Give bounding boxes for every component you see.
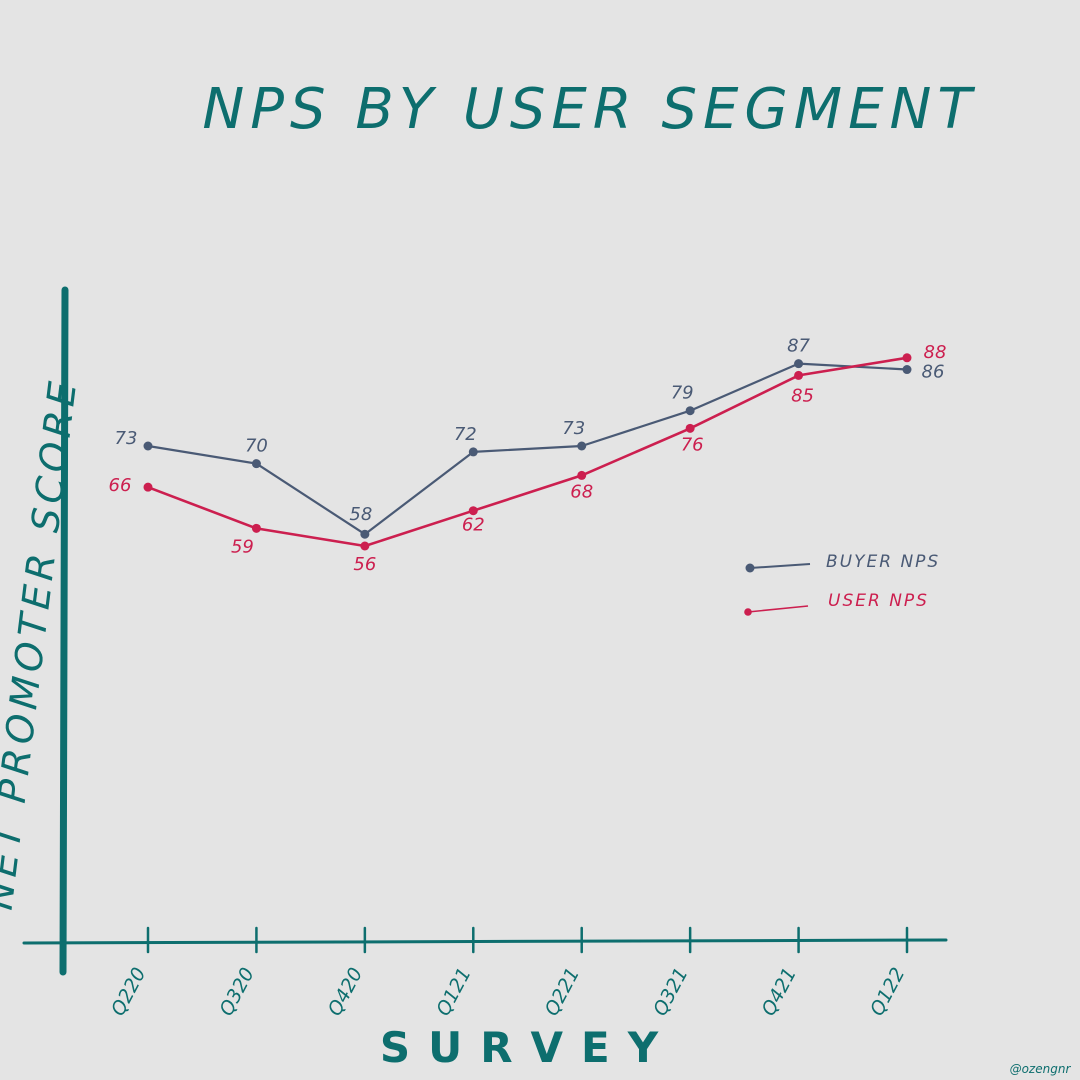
data-label-user: 68 bbox=[570, 481, 593, 502]
data-label-user: 59 bbox=[231, 536, 254, 557]
x-tick-label: Q420 bbox=[324, 964, 367, 1020]
data-label-buyer: 72 bbox=[454, 424, 477, 445]
data-point-user bbox=[468, 506, 478, 516]
x-tick-label: Q220 bbox=[107, 964, 150, 1020]
data-point-user bbox=[251, 523, 261, 533]
data-point-user bbox=[360, 541, 370, 551]
data-point-buyer bbox=[251, 459, 261, 469]
data-point-buyer bbox=[143, 441, 153, 451]
legend-label-buyer: BUYER NPS bbox=[826, 552, 940, 572]
legend-swatch-user bbox=[747, 605, 809, 613]
data-label-buyer: 73 bbox=[115, 428, 138, 449]
data-point-buyer bbox=[468, 447, 478, 457]
data-label-buyer: 73 bbox=[562, 418, 585, 439]
credit-text: @ozengnr bbox=[1010, 1062, 1072, 1076]
data-point-buyer bbox=[577, 441, 587, 451]
data-label-buyer: 87 bbox=[787, 336, 810, 357]
legend-item-user: USER NPS bbox=[744, 591, 929, 616]
x-tick-label: Q221 bbox=[541, 964, 584, 1020]
data-label-user: 88 bbox=[924, 342, 947, 363]
data-label-buyer: 70 bbox=[245, 436, 268, 457]
data-label-buyer: 86 bbox=[922, 362, 945, 383]
data-point-buyer bbox=[360, 529, 370, 539]
data-point-user bbox=[577, 470, 587, 480]
x-axis-label: SURVEY bbox=[380, 1023, 676, 1072]
series-points bbox=[143, 353, 912, 551]
series-line-buyer bbox=[146, 362, 909, 536]
data-point-buyer bbox=[794, 359, 804, 369]
y-axis-label: NET PROMOTER SCORE bbox=[0, 375, 86, 913]
legend-marker-user bbox=[744, 608, 752, 616]
legend-label-user: USER NPS bbox=[828, 591, 929, 611]
data-label-user: 62 bbox=[462, 515, 485, 536]
legend: BUYER NPS USER NPS bbox=[744, 552, 940, 616]
data-label-user: 56 bbox=[353, 554, 376, 575]
data-label-user: 66 bbox=[109, 475, 132, 496]
data-label-user: 76 bbox=[681, 434, 704, 455]
x-axis-line bbox=[22, 938, 948, 945]
data-label-buyer: 58 bbox=[349, 504, 372, 525]
data-label-buyer: 79 bbox=[671, 383, 694, 404]
x-tick-label: Q122 bbox=[866, 964, 909, 1020]
y-axis-line bbox=[59, 286, 69, 976]
data-point-user bbox=[794, 370, 804, 380]
series-lines bbox=[146, 356, 909, 548]
legend-swatch-buyer bbox=[749, 563, 811, 569]
data-point-user bbox=[143, 482, 153, 492]
x-tick-label: Q121 bbox=[432, 964, 475, 1020]
x-tick-label: Q321 bbox=[649, 964, 692, 1020]
chart-title: NPS BY USER SEGMENT bbox=[202, 77, 977, 142]
x-tick-label: Q320 bbox=[215, 964, 258, 1020]
data-point-buyer bbox=[902, 365, 912, 375]
legend-marker-buyer bbox=[745, 563, 755, 573]
data-point-buyer bbox=[685, 406, 695, 416]
data-labels: 73 70 58 72 73 79 87 86 66 59 56 62 68 76 85 88 bbox=[109, 336, 947, 575]
data-label-user: 85 bbox=[791, 385, 814, 406]
legend-item-buyer: BUYER NPS bbox=[745, 552, 940, 573]
series-line-user bbox=[146, 356, 909, 548]
x-tick-label: Q421 bbox=[758, 964, 801, 1020]
data-point-user bbox=[902, 353, 912, 363]
data-point-user bbox=[685, 423, 695, 433]
